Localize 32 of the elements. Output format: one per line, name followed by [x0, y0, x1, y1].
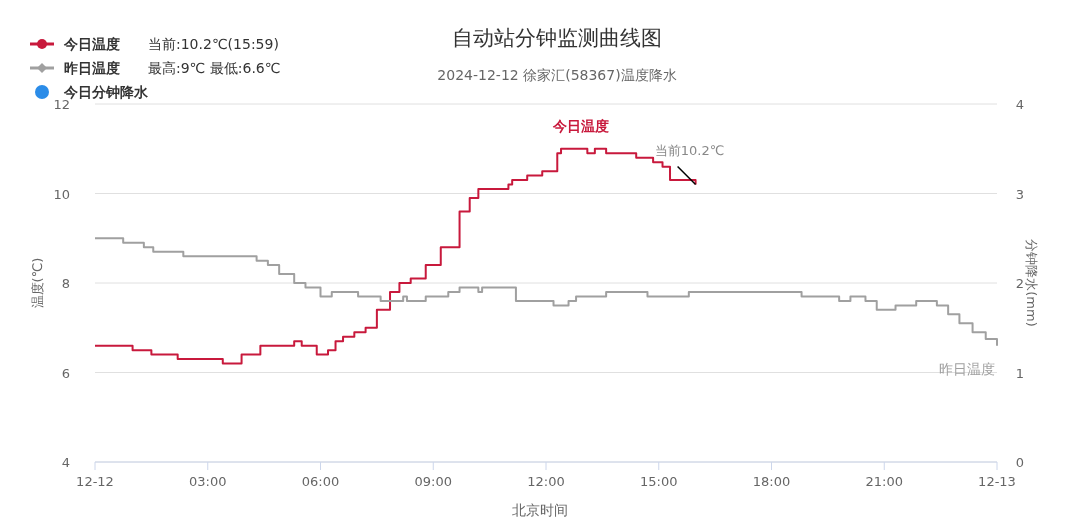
- text: 最高:9℃ 最低:6.6℃: [148, 60, 281, 76]
- y2-axis-title: 分钟降水(mm): [1024, 239, 1039, 327]
- x-tick-label: 15:00: [640, 474, 678, 489]
- chart-subtitle: 2024-12-12 徐家汇(58367)温度降水: [437, 67, 677, 83]
- x-axis-title: 北京时间: [512, 502, 568, 518]
- x-tick-label: 21:00: [865, 474, 903, 489]
- chart-title: 自动站分钟监测曲线图: [452, 26, 662, 50]
- x-tick-label: 12-13: [978, 474, 1016, 489]
- y2-tick-label: 3: [1015, 186, 1025, 202]
- y-tick-label: 8: [61, 276, 70, 291]
- y2-tick-label: 2: [1015, 276, 1025, 291]
- y-tick-label: 12: [53, 97, 70, 112]
- text: 当前:10.2℃(15:59): [148, 36, 279, 52]
- legend-label: 今日分钟降水: [63, 84, 149, 100]
- x-tick-label: 06:00: [301, 474, 340, 489]
- text: 今日温度: [553, 117, 610, 134]
- x-tick-label: 12-12: [76, 474, 114, 489]
- x-tick-label: 18:00: [752, 474, 791, 489]
- x-tick-label: 12:00: [527, 474, 565, 489]
- y-tick-label: 6: [61, 365, 70, 381]
- x-tick-label: 09:00: [414, 474, 452, 489]
- y-tick-label: 10: [53, 186, 70, 202]
- legend-label: 昨日温度: [64, 60, 120, 76]
- y-axis-title: 温度(℃): [30, 257, 45, 309]
- y2-tick-label: 0: [1015, 455, 1025, 470]
- y-tick-label: 4: [61, 455, 70, 470]
- legend-label: 今日温度: [63, 36, 120, 52]
- x-tick-label: 03:00: [189, 474, 227, 489]
- text: 昨日温度: [939, 360, 995, 377]
- y2-tick-label: 1: [1015, 365, 1025, 381]
- y2-tick-label: 4: [1015, 97, 1025, 112]
- annotation: 当前10.2℃: [654, 142, 725, 158]
